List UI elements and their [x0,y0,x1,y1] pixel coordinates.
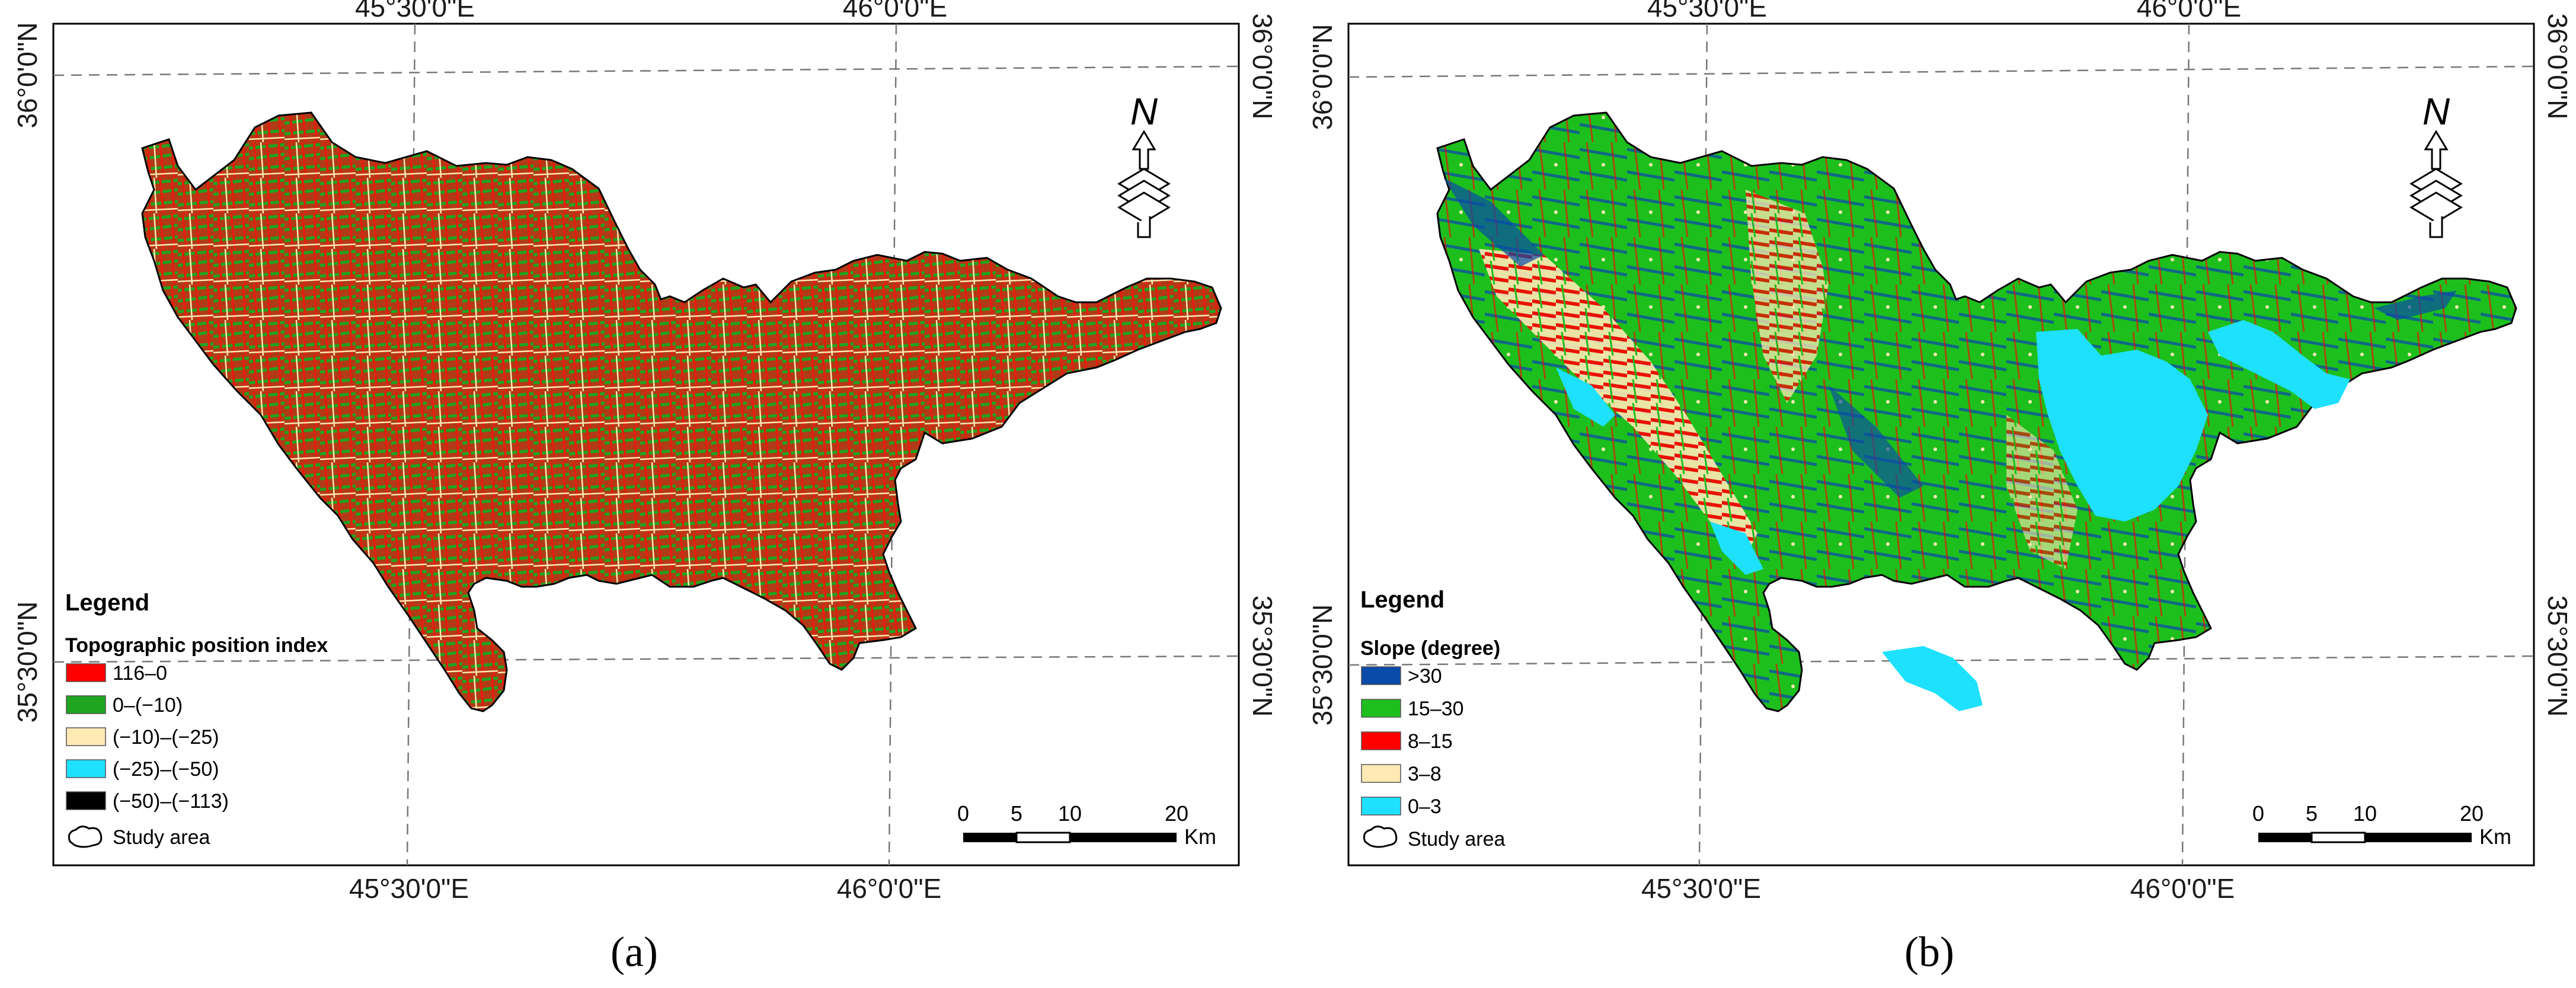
legend-item: (−10)–(−25) [66,726,219,749]
lowland-area [1479,249,1757,557]
scale-tick-label: 0 [957,801,969,826]
steep-area [1443,178,1544,267]
graticule-line [2181,23,2190,866]
graticule-line [1698,23,1708,866]
scale-tick-label: 0 [2252,801,2264,826]
graticule-line [53,65,1239,76]
left-lat-label: 35°30'0"N [1307,605,1338,726]
right-lat-label: 35°30'0"N [2542,596,2573,717]
legend-label: 116–0 [113,662,167,685]
legend-swatch [1361,797,1401,816]
legend-swatch [1361,764,1401,783]
water-area [2036,329,2208,522]
legend-item: 8–15 [1361,730,1453,753]
bottom-lon-label: 46°0'0"E [837,873,942,904]
graticule-line [1348,65,2535,78]
legend-label: (−10)–(−25) [113,726,219,749]
north-label: N [2422,90,2450,133]
legend-label: 15–30 [1408,698,1464,720]
top-lon-label: 45°30'0"E [1647,0,1767,23]
lowland-area [1746,190,1829,403]
top-lon-label: 46°0'0"E [2137,0,2242,23]
legend-item: 116–0 [66,662,167,685]
legend-label: 0–3 [1408,795,1442,818]
steep-area [2374,290,2457,320]
legend-swatch [1361,699,1401,718]
legend-label: >30 [1408,665,1442,688]
scale-bar: 0 5 10 20 Km [2252,801,2511,849]
scale-tick-label: 20 [1165,801,1188,826]
right-lat-label: 35°30'0"N [1247,596,1278,717]
legend-swatch [66,695,106,714]
panel-caption: (a) [611,928,658,976]
legend-label: 8–15 [1408,730,1453,753]
legend-subtitle: Topographic position index [65,634,328,657]
legend-item: 0–(−10) [66,694,183,717]
top-lon-label: 45°30'0"E [355,0,475,23]
left-lat-label: 36°0'0"N [12,22,43,128]
legend-label: (−50)–(−113) [113,790,229,813]
legend-swatch [1361,666,1401,685]
legend-item: 15–30 [1361,698,1464,720]
north-label: N [1130,90,1158,133]
right-lat-label: 36°0'0"N [1247,13,1278,119]
lowland-area [2006,415,2078,569]
legend-swatch [66,663,106,682]
legend-item: 0–3 [1361,795,1442,818]
scale-unit: Km [1184,824,1216,849]
legend-swatch [66,791,106,810]
right-lat-label: 36°0'0"N [2542,13,2573,119]
legend-swatch [1361,731,1401,750]
legend: Legend Topographic position index 116–0 … [65,590,328,849]
north-arrow-icon: N [2409,90,2463,238]
graticule-line [406,23,416,866]
bottom-lon-label: 46°0'0"E [2130,873,2235,904]
legend-label: Study area [1408,828,1506,850]
panel-a: 45°30'0"E 46°0'0"E 45°30'0"E 46°0'0"E 36… [12,0,1278,976]
top-lon-label: 46°0'0"E [843,0,948,23]
steep-area [1829,385,1923,498]
study-area-icon [68,826,103,848]
legend-item: Study area [1363,826,1506,850]
scale-tick-label: 10 [1058,801,1082,826]
scale-tick-label: 5 [1011,801,1022,826]
graticule-line [888,23,897,866]
legend-swatch [66,759,106,778]
study-area-tpi [141,111,1222,712]
legend-title: Legend [1360,587,1444,613]
left-lat-label: 35°30'0"N [12,602,43,723]
panel-caption: (b) [1904,928,1954,976]
water-area [2208,320,2350,409]
north-arrow-icon: N [1117,90,1171,238]
legend-item: (−25)–(−50) [66,758,219,781]
water-area [1710,522,1763,575]
scale-bar: 0 5 10 20 Km [957,801,1216,849]
graticule-line [53,655,1239,663]
legend-label: (−25)–(−50) [113,758,219,781]
legend-subtitle: Slope (degree) [1360,637,1500,660]
study-area-icon [1363,826,1398,848]
scale-tick-label: 5 [2306,801,2318,826]
scale-unit: Km [2479,824,2511,849]
study-area-slope [1436,111,2517,712]
water-area [1556,367,1615,427]
legend-item: 3–8 [1361,763,1442,785]
legend-item: Study area [68,826,210,849]
legend-swatch [66,727,106,746]
legend-item: (−50)–(−113) [66,790,229,813]
legend-label: 3–8 [1408,763,1442,785]
legend-label: 0–(−10) [113,694,183,717]
scale-tick-label: 20 [2460,801,2484,826]
left-lat-label: 36°0'0"N [1307,24,1338,130]
bottom-lon-label: 45°30'0"E [349,873,469,904]
legend: Legend Slope (degree) >30 15–30 8–15 3–8… [1360,587,1506,850]
bottom-lon-label: 45°30'0"E [1641,873,1761,904]
water-area [1882,646,1983,711]
legend-title: Legend [65,590,149,616]
panel-b: 45°30'0"E 46°0'0"E 45°30'0"E 46°0'0"E 36… [1307,0,2573,976]
scale-tick-label: 10 [2353,801,2377,826]
legend-item: >30 [1361,665,1442,688]
legend-label: Study area [113,826,210,849]
